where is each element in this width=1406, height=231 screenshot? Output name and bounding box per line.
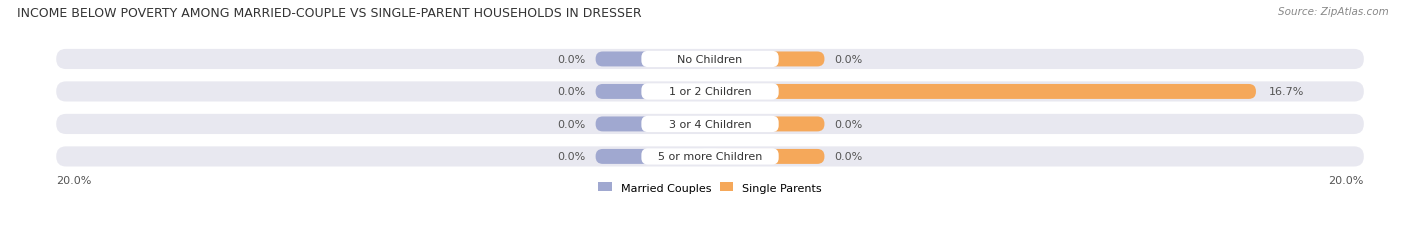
FancyBboxPatch shape xyxy=(56,147,1364,167)
FancyBboxPatch shape xyxy=(710,117,824,132)
Legend: Married Couples, Single Parents: Married Couples, Single Parents xyxy=(599,182,821,193)
FancyBboxPatch shape xyxy=(710,52,824,67)
Text: 5 or more Children: 5 or more Children xyxy=(658,152,762,162)
FancyBboxPatch shape xyxy=(56,114,1364,134)
FancyBboxPatch shape xyxy=(596,85,710,100)
FancyBboxPatch shape xyxy=(710,149,824,164)
Text: 20.0%: 20.0% xyxy=(1329,176,1364,185)
Text: 0.0%: 0.0% xyxy=(558,119,586,129)
Text: 0.0%: 0.0% xyxy=(834,55,862,65)
FancyBboxPatch shape xyxy=(596,52,710,67)
Text: Source: ZipAtlas.com: Source: ZipAtlas.com xyxy=(1278,7,1389,17)
FancyBboxPatch shape xyxy=(641,52,779,68)
FancyBboxPatch shape xyxy=(641,149,779,165)
Text: No Children: No Children xyxy=(678,55,742,65)
Text: INCOME BELOW POVERTY AMONG MARRIED-COUPLE VS SINGLE-PARENT HOUSEHOLDS IN DRESSER: INCOME BELOW POVERTY AMONG MARRIED-COUPL… xyxy=(17,7,641,20)
Text: 0.0%: 0.0% xyxy=(558,55,586,65)
FancyBboxPatch shape xyxy=(641,116,779,133)
Text: 3 or 4 Children: 3 or 4 Children xyxy=(669,119,751,129)
Text: 0.0%: 0.0% xyxy=(834,119,862,129)
Text: 0.0%: 0.0% xyxy=(558,87,586,97)
Text: 0.0%: 0.0% xyxy=(834,152,862,162)
Text: 0.0%: 0.0% xyxy=(558,152,586,162)
FancyBboxPatch shape xyxy=(710,85,1256,100)
Text: 1 or 2 Children: 1 or 2 Children xyxy=(669,87,751,97)
FancyBboxPatch shape xyxy=(641,84,779,100)
FancyBboxPatch shape xyxy=(596,117,710,132)
Text: 20.0%: 20.0% xyxy=(56,176,91,185)
FancyBboxPatch shape xyxy=(56,82,1364,102)
FancyBboxPatch shape xyxy=(56,50,1364,70)
FancyBboxPatch shape xyxy=(596,149,710,164)
Text: 16.7%: 16.7% xyxy=(1270,87,1305,97)
